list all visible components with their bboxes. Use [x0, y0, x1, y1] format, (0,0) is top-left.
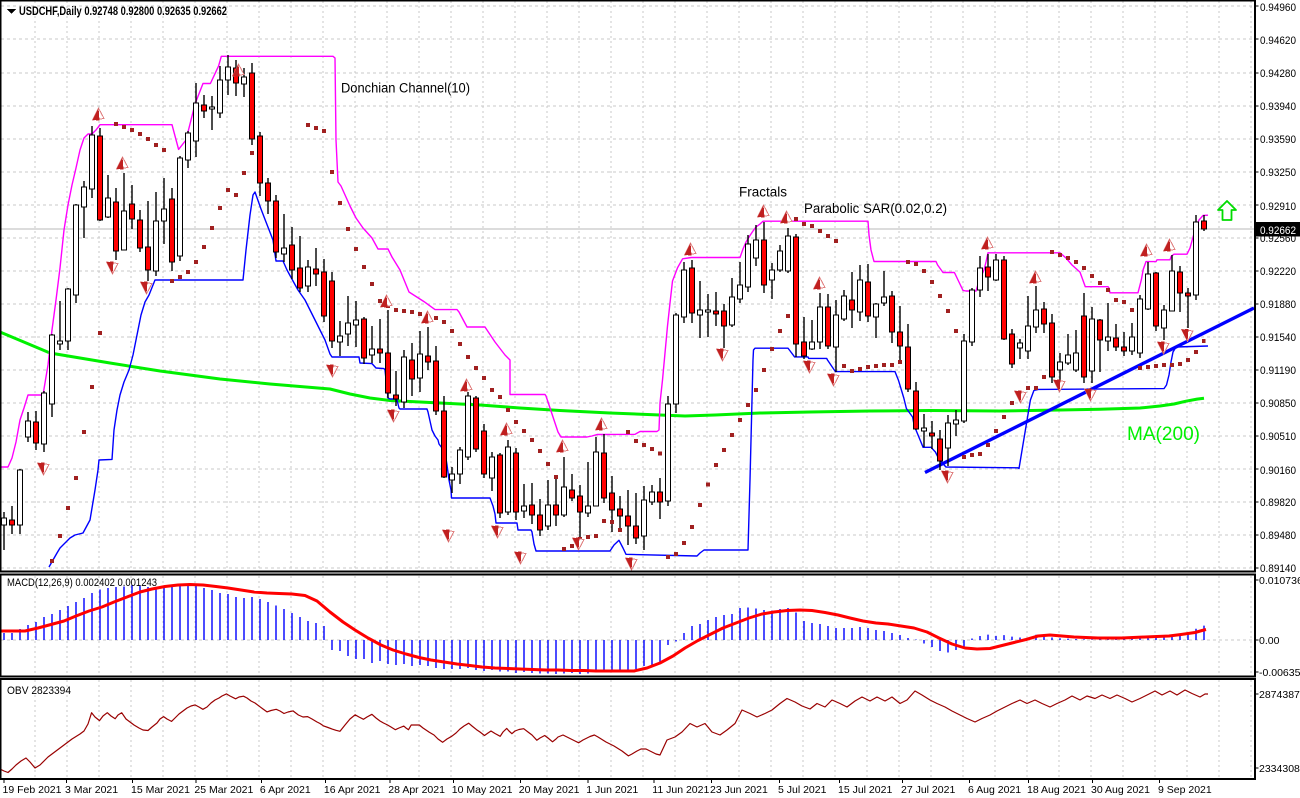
svg-text:5 Jul 2021: 5 Jul 2021: [778, 784, 827, 796]
svg-text:-0.006356: -0.006356: [1259, 667, 1300, 679]
svg-text:OBV 2823394: OBV 2823394: [7, 685, 71, 697]
svg-text:0.94620: 0.94620: [1260, 35, 1296, 47]
svg-text:0.89140: 0.89140: [1260, 563, 1296, 575]
svg-text:MA(200): MA(200): [1127, 424, 1200, 445]
svg-text:MACD(12,26,9) 0.002402 0.00124: MACD(12,26,9) 0.002402 0.001243: [7, 577, 157, 589]
svg-text:10 May 2021: 10 May 2021: [452, 784, 513, 796]
svg-text:0.91540: 0.91540: [1260, 332, 1296, 344]
svg-text:9 Sep 2021: 9 Sep 2021: [1158, 784, 1212, 796]
svg-text:6 Apr 2021: 6 Apr 2021: [260, 784, 311, 796]
svg-text:11 Jun 2021: 11 Jun 2021: [652, 784, 709, 796]
svg-text:25 Mar 2021: 25 Mar 2021: [194, 784, 253, 796]
svg-text:6 Aug 2021: 6 Aug 2021: [968, 784, 1021, 796]
svg-text:0.90510: 0.90510: [1260, 431, 1296, 443]
svg-text:0.89480: 0.89480: [1260, 530, 1296, 542]
svg-text:0.93250: 0.93250: [1260, 167, 1296, 179]
svg-text:15 Jul 2021: 15 Jul 2021: [838, 784, 892, 796]
svg-text:0.90850: 0.90850: [1260, 398, 1296, 410]
svg-text:Donchian Channel(10): Donchian Channel(10): [341, 81, 470, 96]
svg-text:0.94280: 0.94280: [1260, 68, 1296, 80]
svg-text:3 Mar 2021: 3 Mar 2021: [65, 784, 118, 796]
svg-text:2334308: 2334308: [1259, 763, 1300, 775]
svg-text:0.92220: 0.92220: [1260, 266, 1296, 278]
svg-text:2874387: 2874387: [1259, 689, 1300, 701]
svg-text:15 Mar 2021: 15 Mar 2021: [131, 784, 190, 796]
svg-text:30 Aug 2021: 30 Aug 2021: [1091, 784, 1150, 796]
svg-text:0.92662: 0.92662: [1260, 225, 1296, 237]
svg-text:Fractals: Fractals: [739, 185, 787, 200]
svg-text:0.92910: 0.92910: [1260, 201, 1296, 213]
svg-text:16 Apr 2021: 16 Apr 2021: [324, 784, 381, 796]
svg-text:20 May 2021: 20 May 2021: [519, 784, 580, 796]
svg-text:1 Jun 2021: 1 Jun 2021: [586, 784, 638, 796]
svg-text:0.91880: 0.91880: [1260, 299, 1296, 311]
svg-text:19 Feb 2021: 19 Feb 2021: [3, 784, 62, 796]
svg-text:0.89820: 0.89820: [1260, 497, 1296, 509]
svg-text:23 Jun 2021: 23 Jun 2021: [710, 784, 768, 796]
svg-text:28 Apr 2021: 28 Apr 2021: [388, 784, 445, 796]
svg-text:0.93590: 0.93590: [1260, 134, 1296, 146]
svg-text:0.00: 0.00: [1259, 635, 1280, 647]
svg-text:USDCHF,Daily 0.92748 0.92800: USDCHF,Daily 0.92748 0.92800 0.92635 0.9…: [19, 4, 227, 18]
svg-text:0.91190: 0.91190: [1260, 365, 1296, 377]
svg-text:0.93940: 0.93940: [1260, 101, 1296, 113]
svg-text:Parabolic SAR(0.02,0.2): Parabolic SAR(0.02,0.2): [804, 201, 947, 216]
svg-text:18 Aug 2021: 18 Aug 2021: [1027, 784, 1086, 796]
svg-text:0.010736: 0.010736: [1259, 575, 1300, 587]
svg-text:27 Jul 2021: 27 Jul 2021: [901, 784, 955, 796]
svg-text:0.94960: 0.94960: [1260, 2, 1296, 14]
svg-text:0.90160: 0.90160: [1260, 465, 1296, 477]
